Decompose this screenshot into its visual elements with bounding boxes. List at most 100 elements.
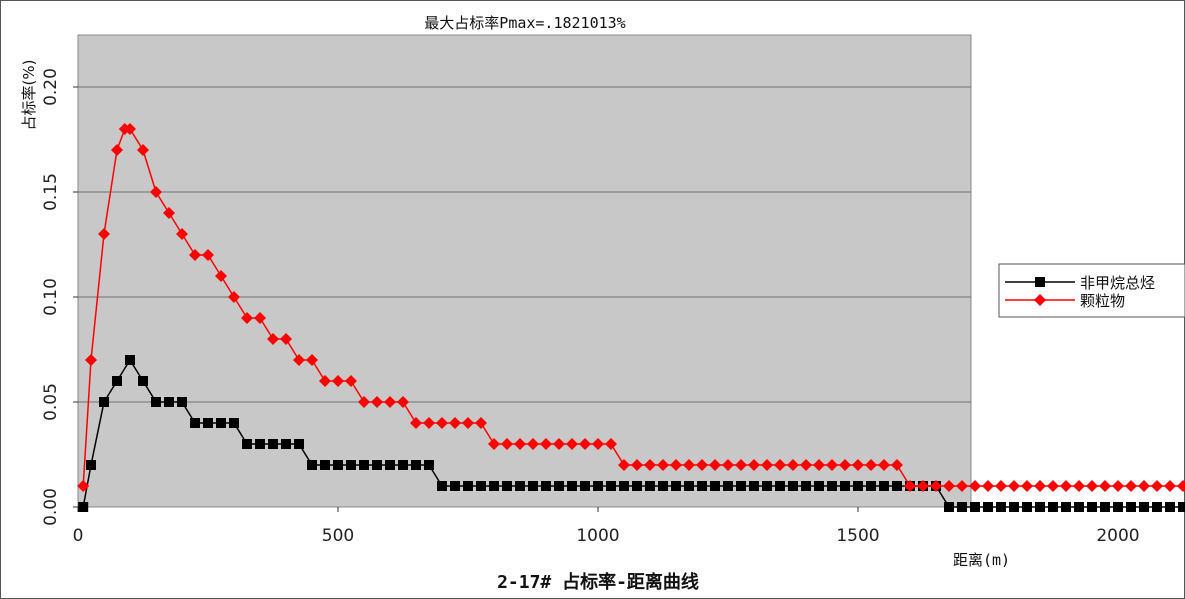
data-point xyxy=(98,228,110,240)
data-point xyxy=(1165,502,1175,512)
grid-lines xyxy=(78,86,971,403)
data-point xyxy=(1074,502,1084,512)
data-point xyxy=(85,354,97,366)
data-point xyxy=(878,459,890,471)
data-point xyxy=(242,439,252,449)
data-point xyxy=(514,438,526,450)
data-point xyxy=(671,481,681,491)
data-point xyxy=(813,459,825,471)
data-point xyxy=(1022,502,1032,512)
data-point xyxy=(346,460,356,470)
x-tick-label: 2000 xyxy=(1096,526,1139,546)
data-point xyxy=(540,438,552,450)
data-point xyxy=(202,249,214,261)
data-point xyxy=(281,439,291,449)
data-point xyxy=(112,376,122,386)
data-point xyxy=(579,438,591,450)
data-point xyxy=(1138,480,1150,492)
legend-marker-series-2 xyxy=(1034,294,1046,306)
data-point xyxy=(554,481,564,491)
chart-title: 最大占标率Pmax=.1821013% xyxy=(424,14,625,32)
data-point xyxy=(216,418,226,428)
data-point xyxy=(1164,480,1176,492)
data-point xyxy=(567,481,577,491)
data-point xyxy=(320,460,330,470)
data-point xyxy=(1060,480,1072,492)
data-point xyxy=(631,459,643,471)
data-point xyxy=(124,123,136,135)
data-point xyxy=(592,438,604,450)
data-point xyxy=(593,481,603,491)
data-point xyxy=(449,417,461,429)
data-point xyxy=(658,481,668,491)
data-point xyxy=(450,481,460,491)
data-point xyxy=(332,375,344,387)
data-point xyxy=(372,460,382,470)
data-point xyxy=(749,481,759,491)
data-point xyxy=(1048,502,1058,512)
data-point xyxy=(137,144,149,156)
chart-caption: 2-17# 占标率-距离曲线 xyxy=(497,571,699,593)
data-point xyxy=(488,438,500,450)
data-point xyxy=(944,502,954,512)
data-point xyxy=(645,481,655,491)
data-point xyxy=(293,354,305,366)
data-point xyxy=(1021,480,1033,492)
data-point xyxy=(553,438,565,450)
data-point xyxy=(411,460,421,470)
x-axis-ticks: 05001000150020002500 xyxy=(73,507,1140,546)
legend-label-series-1: 非甲烷总烃 xyxy=(1080,274,1155,292)
data-point xyxy=(632,481,642,491)
data-point xyxy=(983,502,993,512)
data-point xyxy=(359,460,369,470)
data-point xyxy=(423,417,435,429)
data-point xyxy=(787,459,799,471)
data-point xyxy=(801,481,811,491)
data-point xyxy=(657,459,669,471)
data-point xyxy=(189,249,201,261)
data-point xyxy=(957,502,967,512)
data-point xyxy=(1008,480,1020,492)
data-point xyxy=(319,375,331,387)
data-point xyxy=(748,459,760,471)
y-tick-label: 0.00 xyxy=(41,488,61,526)
data-point xyxy=(1113,502,1123,512)
data-point xyxy=(709,459,721,471)
legend-marker-series-1 xyxy=(1035,277,1045,287)
data-point xyxy=(930,480,942,492)
data-point xyxy=(723,481,733,491)
data-point xyxy=(774,459,786,471)
data-point xyxy=(982,480,994,492)
data-point xyxy=(1009,502,1019,512)
data-point xyxy=(462,417,474,429)
data-point xyxy=(501,438,513,450)
data-point xyxy=(111,144,123,156)
data-point xyxy=(904,480,916,492)
data-point xyxy=(437,481,447,491)
data-point xyxy=(891,459,903,471)
data-point xyxy=(463,481,473,491)
data-point xyxy=(580,481,590,491)
legend: 非甲烷总烃 颗粒物 xyxy=(998,263,1185,318)
data-point xyxy=(371,396,383,408)
data-point xyxy=(1112,480,1124,492)
data-point xyxy=(541,481,551,491)
data-point xyxy=(268,439,278,449)
data-point xyxy=(892,481,902,491)
legend-box xyxy=(998,263,1185,318)
data-point xyxy=(86,460,96,470)
data-point xyxy=(203,418,213,428)
data-point xyxy=(814,481,824,491)
data-point xyxy=(826,459,838,471)
data-point xyxy=(605,438,617,450)
data-point xyxy=(77,480,90,492)
data-point xyxy=(618,459,630,471)
data-point xyxy=(215,270,227,282)
data-point xyxy=(762,481,772,491)
y-tick-label: 0.20 xyxy=(41,68,61,106)
data-point xyxy=(619,481,629,491)
y-axis-ticks: 0.00 0.05 0.10 0.15 0.20 xyxy=(41,68,78,526)
data-point xyxy=(164,397,174,407)
data-point xyxy=(1177,480,1185,492)
data-point xyxy=(1047,480,1059,492)
